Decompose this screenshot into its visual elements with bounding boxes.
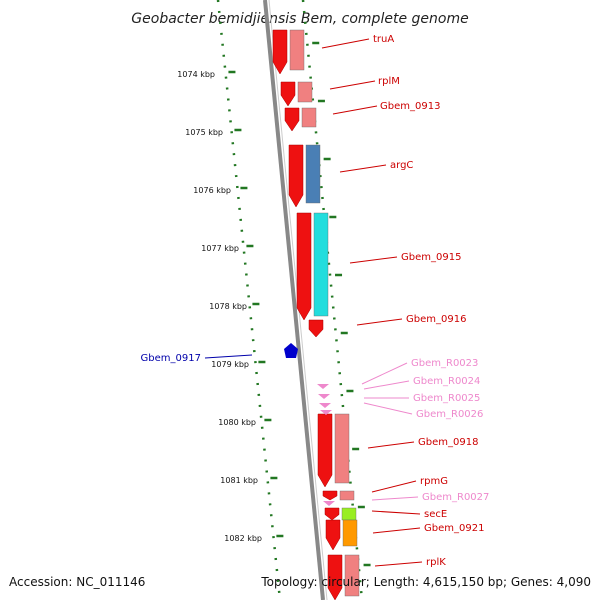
gene-arrow [325,519,341,551]
label-leader-line [356,318,403,326]
gene-product-bar [344,554,360,597]
gene-label-gbem_r0027[interactable]: Gbem_R0027 [422,492,489,503]
gene-arrow [322,490,338,501]
gene-label-gbem_0921[interactable]: Gbem_0921 [424,523,484,534]
gene-labels: truA rplM Gbem_0913 argC Gbem_0915 Gbem_0916 G… [141,34,490,568]
gene-label-gbem_r0026[interactable]: Gbem_R0026 [416,409,483,420]
rna-arrow [323,501,335,506]
gene-arrow [327,554,343,600]
tick-label: 1080 kbp [218,418,256,427]
tick-label: 1077 kbp [201,244,239,253]
label-leader-line [371,480,417,493]
tick-dotted-line [301,0,364,600]
label-leader-line [371,496,419,501]
label-leader-line [204,354,253,359]
gene-label-rplm[interactable]: rplM [378,76,400,87]
tick-dots [216,0,371,600]
gene-product-bar [339,490,355,501]
tick-dotted-line [216,0,282,600]
tick-label: 1075 kbp [185,128,223,137]
gene-marker [284,343,298,358]
label-leader-line [363,380,410,390]
label-leader-line [332,105,378,115]
gene-product-bar [289,29,305,71]
gene-label-rplk[interactable]: rplK [426,557,446,568]
accession-text: Accession: NC_011146 [9,575,145,589]
label-leader-line [372,527,421,534]
gene-product-bar [297,81,313,103]
rna-arrow [318,394,330,399]
gene-arrow [284,107,300,132]
gene-label-trua[interactable]: truA [373,34,394,45]
rna-arrow [320,410,332,415]
tick-label: 1079 kbp [211,360,249,369]
gene-arrow [296,212,312,321]
gene-arrow [288,144,304,208]
gene-arrow [324,507,340,521]
tick-labels: 1074 kbp 1075 kbp 1076 kbp 1077 kbp 1078 kbp… [177,70,262,543]
label-leader-line [371,510,421,515]
label-leader-line [349,256,398,264]
tick-label: 1076 kbp [193,186,231,195]
tick-label: 1074 kbp [177,70,215,79]
gene-label-gbem_0916[interactable]: Gbem_0916 [406,314,466,325]
gene-product-bar [341,507,357,521]
gene-label-gbem_r0024[interactable]: Gbem_R0024 [413,376,480,387]
gene-label-gbem_0918[interactable]: Gbem_0918 [418,437,478,448]
gene-arrow [308,319,324,338]
rna-arrow [319,403,331,408]
rna-arrow [317,384,329,389]
gene-product-bar [313,212,329,317]
gene-label-sece[interactable]: secE [424,509,447,520]
label-leader-line [363,402,413,415]
label-leader-line [329,80,376,90]
tick-label: 1081 kbp [220,476,258,485]
gene-features [272,29,360,600]
gene-product-bar [342,519,358,547]
map-title: Geobacter bemidjiensis Bem, complete gen… [131,11,468,27]
topology-text: Topology: circular; Length: 4,615,150 bp… [260,575,591,589]
label-leaders [204,38,423,567]
gene-arrow [317,413,333,488]
gene-arrow [272,29,288,75]
gene-product-bar [305,144,321,204]
gene-label-gbem_0915[interactable]: Gbem_0915 [401,252,461,263]
label-leader-line [374,561,423,567]
gene-label-rpmg[interactable]: rpmG [420,476,448,487]
gene-label-gbem_r0023[interactable]: Gbem_R0023 [411,358,478,369]
gene-label-argc[interactable]: argC [390,160,413,171]
gene-product-bar [334,413,350,484]
gene-label-gbem_0917[interactable]: Gbem_0917 [141,353,201,364]
label-leader-line [339,164,387,173]
gene-label-gbem_0913[interactable]: Gbem_0913 [380,101,440,112]
label-leader-line [367,441,415,449]
label-leader-line [321,38,370,49]
gene-product-bar [301,107,317,128]
tick-label: 1082 kbp [224,534,262,543]
gene-arrow [280,81,296,107]
label-leader-line [361,362,408,385]
tick-label: 1078 kbp [209,302,247,311]
gene-label-gbem_r0025[interactable]: Gbem_R0025 [413,393,480,404]
